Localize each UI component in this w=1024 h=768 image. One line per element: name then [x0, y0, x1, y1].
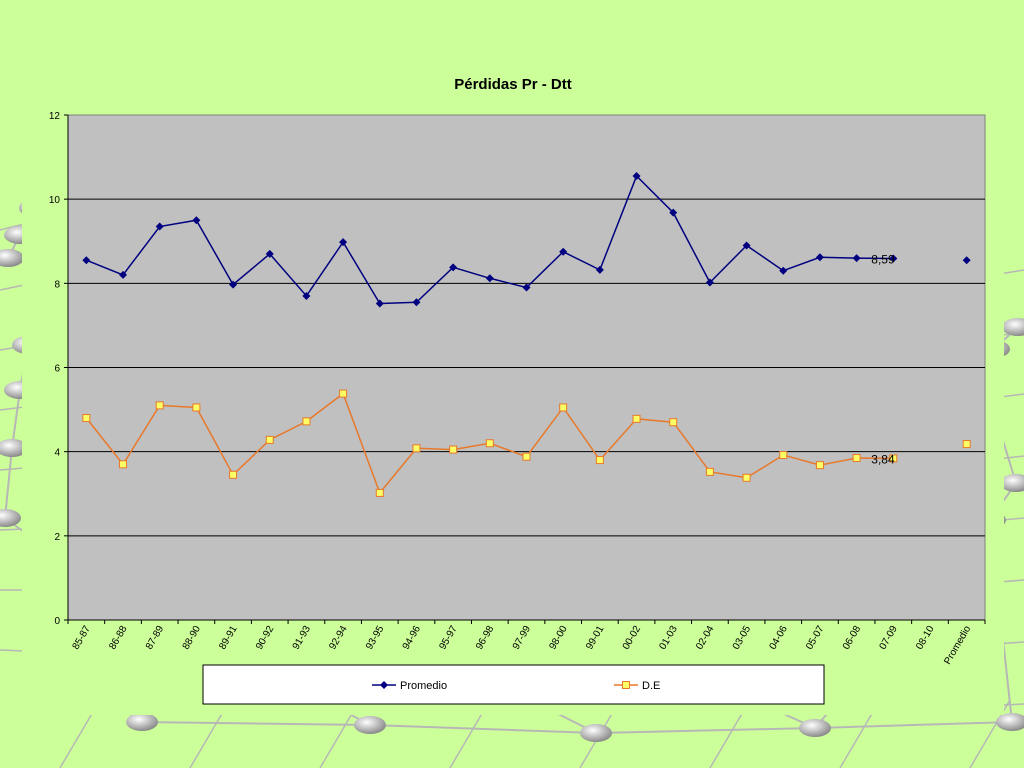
legend-label: D.E	[642, 680, 660, 692]
data-point	[376, 489, 383, 496]
data-point	[303, 418, 310, 425]
data-point	[780, 452, 787, 459]
legend-marker	[623, 682, 630, 689]
data-point	[523, 453, 530, 460]
data-point	[450, 446, 457, 453]
data-point	[560, 404, 567, 411]
data-point	[596, 457, 603, 464]
data-point	[340, 390, 347, 397]
legend-box	[203, 665, 824, 704]
legend: Promedio D.E	[203, 665, 824, 704]
data-point	[120, 461, 127, 468]
y-tick-label: 0	[54, 616, 60, 627]
data-label: 8,59	[871, 253, 895, 267]
y-tick-label: 6	[54, 364, 60, 375]
data-point	[486, 440, 493, 447]
data-point	[670, 419, 677, 426]
y-tick-label: 10	[49, 195, 61, 206]
y-tick-label: 12	[49, 111, 61, 122]
data-point	[963, 441, 970, 448]
data-point	[633, 415, 640, 422]
data-point	[743, 474, 750, 481]
data-point	[83, 415, 90, 422]
data-point	[156, 402, 163, 409]
data-point	[413, 445, 420, 452]
y-tick-label: 2	[54, 532, 60, 543]
data-point	[816, 462, 823, 469]
y-tick-label: 4	[54, 448, 60, 459]
y-tick-label: 8	[54, 279, 60, 290]
data-point	[706, 468, 713, 475]
data-point	[230, 471, 237, 478]
data-label: 3,84	[871, 452, 895, 466]
data-point	[193, 404, 200, 411]
legend-label: Promedio	[400, 680, 447, 692]
chart-title: Pérdidas Pr - Dtt	[454, 76, 572, 93]
data-point	[853, 454, 860, 461]
data-point	[266, 436, 273, 443]
